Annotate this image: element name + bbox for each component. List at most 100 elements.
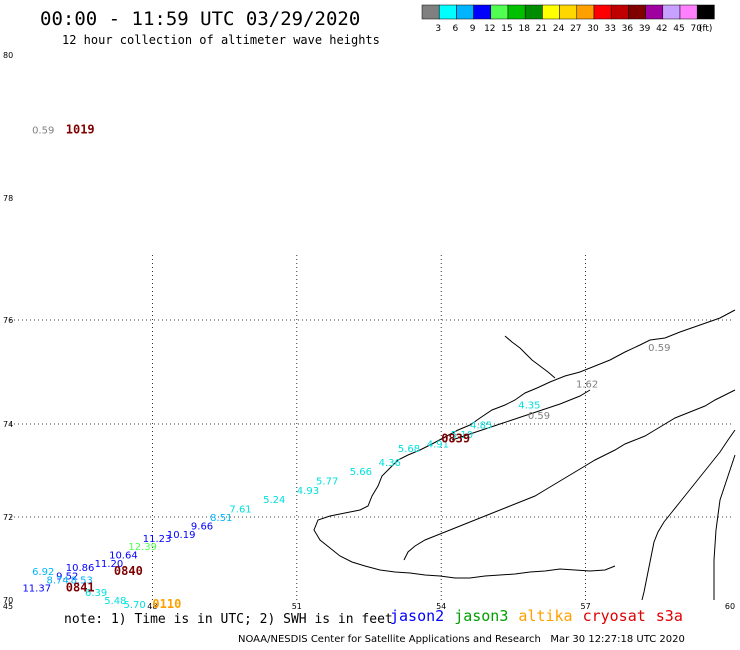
longitude-label: 60 [725, 602, 735, 611]
wave-height-value: 6.92 [32, 567, 54, 578]
coastline-segment [451, 389, 591, 441]
pass-time-label: 0841 [66, 581, 95, 595]
coastline-segment [504, 335, 556, 379]
satellite-legend-s3a: s3a [655, 607, 683, 625]
legend-tick-label: 18 [518, 24, 530, 34]
legend-swatch [490, 4, 509, 20]
coastline [313, 309, 736, 601]
pass-time-labels: 1019 0839 0840 0841 0110 [66, 123, 470, 611]
satellite-legend-jason3: jason3 [454, 607, 509, 625]
legend-unit-label: (ft) [699, 24, 713, 34]
legend-swatch [679, 4, 698, 20]
wave-height-value: 8.74 [47, 575, 69, 586]
legend-swatch [662, 4, 681, 20]
legend-tick-label: 21 [536, 24, 547, 34]
color-scale-legend: 3 6 9 12 15 18 21 24 27 30 33 36 39 42 45 70(ft) [421, 4, 715, 34]
footer-note: note: 1) Time is in UTC; 2) SWH is in fe… [64, 612, 393, 627]
wave-height-value: 5.10 [451, 430, 473, 441]
wave-height-value: 0.59 [648, 343, 670, 354]
wave-height-value: 4.93 [297, 486, 319, 497]
wave-height-labels: 0.590.591.620.594.354.855.104.915.684.36… [22, 126, 670, 611]
pass-time-label: 1019 [66, 123, 95, 137]
wave-height-value: 9.52 [56, 571, 78, 582]
legend-tick-label: 27 [570, 24, 581, 34]
wave-height-value: 11.37 [22, 584, 51, 595]
wave-height-value: 5.24 [263, 495, 285, 506]
wave-height-value: 11.20 [95, 559, 124, 570]
wave-height-value: 1.62 [576, 380, 598, 391]
longitude-label: 54 [436, 602, 446, 611]
legend-tick-label: 9 [470, 24, 476, 34]
legend-tick-label: 3 [435, 24, 441, 34]
legend-tick-label: 42 [656, 24, 667, 34]
latitude-label: 72 [3, 513, 13, 522]
wave-height-value: 4.91 [427, 439, 449, 450]
map-title: 00:00 - 11:59 UTC 03/29/2020 [40, 8, 361, 30]
legend-swatch [610, 4, 629, 20]
wave-height-value: 4.35 [518, 400, 540, 411]
latitude-label: 74 [3, 420, 13, 429]
pass-time-label: 0110 [152, 597, 181, 611]
wave-height-value: 5.77 [316, 476, 338, 487]
wave-height-value: 7.61 [229, 504, 251, 515]
wave-height-value: 11.23 [143, 534, 172, 545]
longitude-label: 45 [3, 602, 13, 611]
wave-height-value: 10.64 [109, 551, 138, 562]
latitude-label: 70 [3, 596, 13, 605]
coastline-segment [641, 429, 736, 601]
legend-swatch [696, 4, 715, 20]
longitude-label: 57 [581, 602, 591, 611]
satellite-legend-altika: altika [518, 607, 573, 625]
legend-swatch [421, 4, 440, 20]
wave-height-value: 4.36 [379, 458, 401, 469]
legend-tick-label: 36 [622, 24, 634, 34]
wave-height-value: 8.53 [71, 575, 93, 586]
latitude-label: 80 [3, 51, 13, 60]
latitude-label: 76 [3, 316, 13, 325]
wave-height-value: 10.86 [66, 563, 95, 574]
wave-height-value: 10.19 [167, 530, 196, 541]
wave-height-value: 6.39 [85, 588, 107, 599]
legend-tick-label: 70 [690, 24, 702, 34]
legend-swatch [593, 4, 612, 20]
legend-swatch [542, 4, 560, 20]
legend-swatch [628, 4, 646, 20]
legend-swatch [645, 4, 664, 20]
legend-tick-label: 15 [501, 24, 512, 34]
lat-lon-grid: 45 48 51 54 57 60 80 78 76 74 72 70 [3, 51, 735, 611]
legend-tick-label: 12 [484, 24, 495, 34]
legend-swatch [524, 4, 543, 20]
legend-swatch [576, 4, 595, 20]
satellite-legend-cryosat: cryosat [582, 607, 646, 625]
wave-height-value: 9.66 [191, 521, 213, 532]
legend-swatch [456, 4, 474, 20]
pass-time-label: 0840 [114, 564, 143, 578]
wave-height-value: 8.51 [210, 513, 232, 524]
wave-height-value: 5.66 [350, 467, 372, 478]
longitude-label: 51 [292, 602, 302, 611]
legend-tick-label: 24 [553, 24, 565, 34]
pass-time-label: 0839 [441, 432, 470, 446]
wave-height-value: 5.70 [124, 600, 146, 611]
wave-height-value: 0.59 [32, 126, 54, 137]
satellite-legend-jason2: jason2 [390, 607, 445, 625]
legend-swatch [473, 4, 492, 20]
legend-tick-label: 39 [639, 24, 651, 34]
legend-swatch [559, 4, 578, 20]
wave-height-value: 0.59 [528, 411, 550, 422]
legend-tick-label: 45 [673, 24, 684, 34]
coastline-segment [713, 454, 736, 600]
legend-tick-label: 33 [604, 24, 615, 34]
legend-swatch [507, 4, 526, 20]
latitude-label: 78 [3, 194, 13, 203]
wave-height-value: 4.85 [470, 421, 492, 432]
legend-tick-label: 6 [453, 24, 459, 34]
credits-line: NOAA/NESDIS Center for Satellite Applica… [238, 634, 685, 645]
longitude-label: 48 [147, 602, 157, 611]
satellite-legend: jason2 jason3 altika cryosat s3a [390, 607, 693, 625]
legend-swatch [438, 4, 457, 20]
wave-height-value: 5.68 [398, 444, 420, 455]
wave-height-value: 5.48 [104, 596, 126, 607]
legend-tick-label: 30 [587, 24, 599, 34]
